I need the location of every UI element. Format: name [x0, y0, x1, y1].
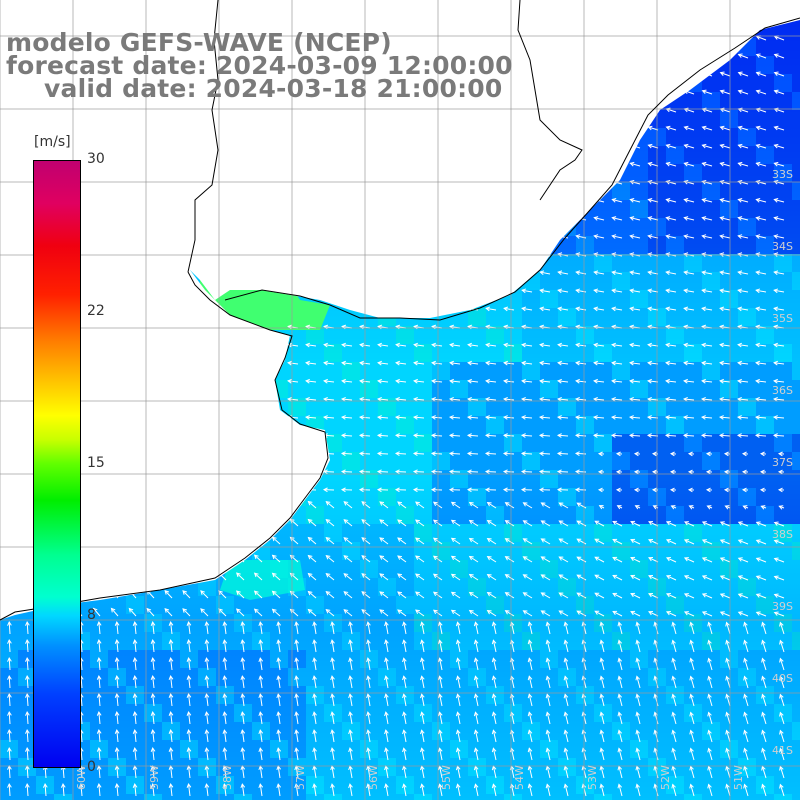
lon-label-4: 56W — [367, 765, 380, 790]
grid-labels: 33S 34S 35S 36S 37S 38S 39S 40S 41S 60W 59W 58W 57W 5… — [75, 168, 793, 790]
coastline — [0, 0, 800, 621]
valid-date: valid date: 2024-03-18 21:00:00 — [44, 74, 503, 103]
colorbar-unit: [m/s] — [34, 134, 71, 150]
forecast-date: forecast date: 2024-03-09 12:00:00 — [6, 51, 513, 80]
colorbar-tick-30: 30 — [87, 151, 105, 167]
lat-label-5: 38S — [772, 528, 793, 541]
lat-label-8: 41S — [772, 744, 793, 757]
colorbar-tick-0: 0 — [87, 759, 96, 775]
wind-vector-field — [7, 35, 785, 797]
colorbar-tick-22: 22 — [87, 303, 105, 319]
lon-label-8: 52W — [659, 765, 672, 790]
lon-label-9: 51W — [732, 765, 745, 790]
lon-label-7: 53W — [586, 765, 599, 790]
colorbar-tick-8: 8 — [87, 607, 96, 623]
lat-label-3: 36S — [772, 384, 793, 397]
colorbar — [33, 160, 81, 768]
lon-label-5: 55W — [440, 765, 453, 790]
lon-label-0: 60W — [75, 765, 88, 790]
lat-label-1: 34S — [772, 240, 793, 253]
lon-label-6: 54W — [513, 765, 526, 790]
model-title: modelo GEFS-WAVE (NCEP) — [6, 28, 392, 57]
lon-label-2: 58W — [221, 765, 234, 790]
lat-label-6: 39S — [772, 600, 793, 613]
lat-label-2: 35S — [772, 312, 793, 325]
land-mask — [0, 0, 800, 620]
lon-label-1: 59W — [148, 765, 161, 790]
lon-label-3: 57W — [294, 765, 307, 790]
colorbar-tick-15: 15 — [87, 455, 105, 471]
lat-label-0: 33S — [772, 168, 793, 181]
lat-label-4: 37S — [772, 456, 793, 469]
lat-label-7: 40S — [772, 672, 793, 685]
